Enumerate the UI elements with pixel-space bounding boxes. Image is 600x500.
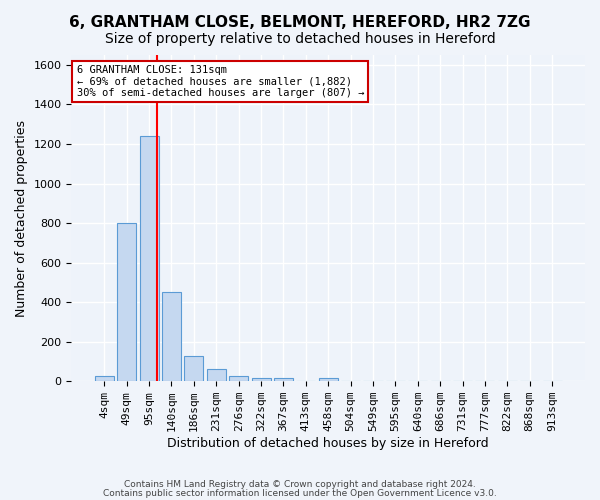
Bar bbox=[229, 376, 248, 381]
Text: Contains public sector information licensed under the Open Government Licence v3: Contains public sector information licen… bbox=[103, 488, 497, 498]
Text: Contains HM Land Registry data © Crown copyright and database right 2024.: Contains HM Land Registry data © Crown c… bbox=[124, 480, 476, 489]
Text: 6 GRANTHAM CLOSE: 131sqm
← 69% of detached houses are smaller (1,882)
30% of sem: 6 GRANTHAM CLOSE: 131sqm ← 69% of detach… bbox=[77, 65, 364, 98]
Text: 6, GRANTHAM CLOSE, BELMONT, HEREFORD, HR2 7ZG: 6, GRANTHAM CLOSE, BELMONT, HEREFORD, HR… bbox=[69, 15, 531, 30]
Bar bbox=[117, 223, 136, 381]
Bar bbox=[162, 292, 181, 381]
Bar bbox=[140, 136, 158, 381]
X-axis label: Distribution of detached houses by size in Hereford: Distribution of detached houses by size … bbox=[167, 437, 489, 450]
Bar bbox=[207, 370, 226, 381]
Bar bbox=[319, 378, 338, 381]
Bar bbox=[184, 356, 203, 381]
Bar bbox=[274, 378, 293, 381]
Y-axis label: Number of detached properties: Number of detached properties bbox=[15, 120, 28, 316]
Bar bbox=[251, 378, 271, 381]
Text: Size of property relative to detached houses in Hereford: Size of property relative to detached ho… bbox=[104, 32, 496, 46]
Bar bbox=[95, 376, 114, 381]
